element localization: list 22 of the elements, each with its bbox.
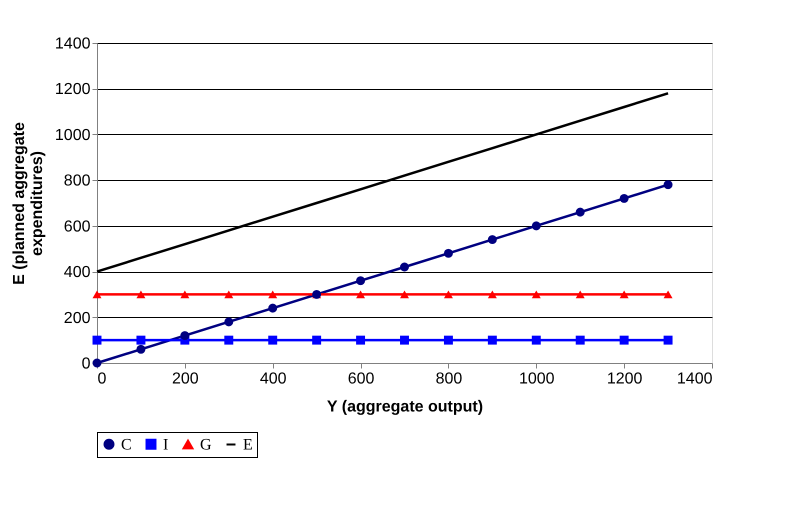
y-tick-label: 800 xyxy=(64,172,91,190)
y-tick-label: 400 xyxy=(64,264,91,282)
x-tick-label: 0 xyxy=(98,370,106,388)
y-tick-label: 1200 xyxy=(54,81,91,98)
legend-label: E xyxy=(243,436,253,454)
x-tick-label: 600 xyxy=(348,370,375,388)
legend-label: G xyxy=(200,436,212,454)
legend-label: I xyxy=(163,436,168,454)
y-tick-label: 1000 xyxy=(54,126,91,144)
x-axis-title: Y (aggregate output) xyxy=(326,398,484,416)
legend-label: C xyxy=(121,436,132,454)
y-axis-title: E (planned aggregate expenditures) xyxy=(10,122,46,285)
y-tick-label: 0 xyxy=(82,356,91,372)
x-tick-label: 400 xyxy=(260,370,287,388)
x-tick-label: 800 xyxy=(436,370,462,388)
y-tick-label: 600 xyxy=(64,218,91,236)
x-tick-label: 1000 xyxy=(518,370,555,388)
y-tick-label: 200 xyxy=(64,310,91,327)
x-tick-label: 1200 xyxy=(606,370,643,388)
x-tick-label: 1400 xyxy=(676,370,713,388)
y-tick-label: 1400 xyxy=(54,36,91,52)
x-tick-label: 200 xyxy=(172,370,199,388)
